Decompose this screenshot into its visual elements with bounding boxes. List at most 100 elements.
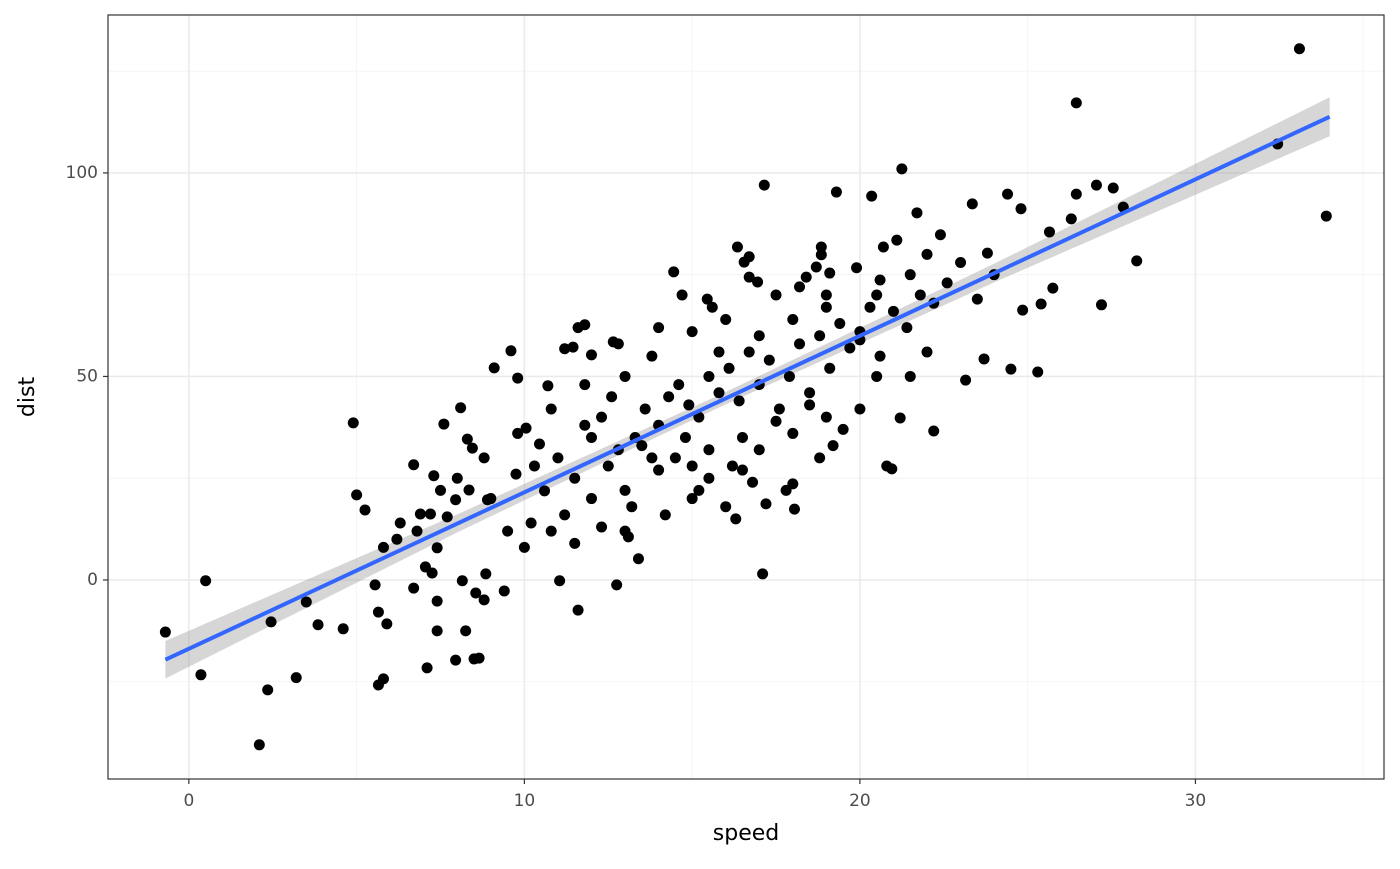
point xyxy=(478,452,490,464)
point xyxy=(559,343,571,355)
point xyxy=(824,267,836,279)
point xyxy=(1095,299,1107,311)
panel-border xyxy=(107,14,1385,780)
point xyxy=(1070,188,1082,200)
point xyxy=(438,418,450,430)
point xyxy=(632,553,644,565)
point xyxy=(200,575,212,587)
point xyxy=(1047,282,1059,294)
point xyxy=(787,313,799,325)
point xyxy=(810,261,822,273)
point xyxy=(347,417,359,429)
point xyxy=(676,289,688,301)
y-tick-label: 100 xyxy=(66,163,98,183)
point xyxy=(723,362,735,374)
point xyxy=(794,338,806,350)
point xyxy=(545,525,557,537)
y-tick-label: 50 xyxy=(76,366,98,386)
point xyxy=(753,330,765,342)
point xyxy=(421,662,433,674)
point xyxy=(844,342,856,354)
point xyxy=(820,411,832,423)
point xyxy=(720,313,732,325)
point xyxy=(552,452,564,464)
point xyxy=(441,511,453,523)
point xyxy=(512,372,524,384)
point xyxy=(1107,182,1119,194)
point xyxy=(720,501,732,513)
point xyxy=(866,190,878,202)
point xyxy=(485,493,497,505)
point xyxy=(554,575,566,587)
point xyxy=(827,440,839,452)
point xyxy=(424,508,436,520)
point xyxy=(726,460,738,472)
point xyxy=(466,442,478,454)
point xyxy=(626,501,638,513)
point xyxy=(512,427,524,439)
point xyxy=(871,370,883,382)
point xyxy=(886,463,898,475)
point xyxy=(921,346,933,358)
point xyxy=(731,241,743,253)
point xyxy=(394,517,406,529)
point xyxy=(747,476,759,488)
point xyxy=(686,326,698,338)
point xyxy=(763,354,775,366)
point xyxy=(686,460,698,472)
point xyxy=(290,672,302,684)
point xyxy=(450,494,462,506)
point xyxy=(510,468,522,480)
point xyxy=(800,271,812,283)
point xyxy=(408,582,420,594)
point xyxy=(488,362,500,374)
point xyxy=(753,444,765,456)
point xyxy=(619,525,631,537)
point xyxy=(359,504,371,516)
point xyxy=(874,274,886,286)
point xyxy=(1032,366,1044,378)
point xyxy=(528,460,540,472)
x-tick-label: 0 xyxy=(183,791,194,811)
point xyxy=(414,508,426,520)
point xyxy=(431,542,443,554)
point xyxy=(736,464,748,476)
point xyxy=(426,567,438,579)
point xyxy=(686,493,698,505)
point xyxy=(606,391,618,403)
fit-line xyxy=(164,114,1331,662)
point xyxy=(579,419,591,431)
point xyxy=(815,241,827,253)
point xyxy=(159,626,171,638)
y-axis-title: dist xyxy=(15,377,40,418)
point xyxy=(337,623,349,635)
point xyxy=(473,652,485,664)
point xyxy=(830,186,842,198)
point xyxy=(612,338,624,350)
point xyxy=(377,673,389,685)
point xyxy=(780,484,792,496)
point xyxy=(713,387,725,399)
point xyxy=(851,262,863,274)
point xyxy=(602,460,614,472)
point xyxy=(757,568,769,580)
point xyxy=(579,379,591,391)
point xyxy=(470,587,482,599)
point xyxy=(262,684,274,696)
point xyxy=(911,207,923,219)
point xyxy=(636,440,648,452)
point xyxy=(646,452,658,464)
point xyxy=(463,484,475,496)
point xyxy=(934,229,946,241)
point xyxy=(904,269,916,281)
point xyxy=(854,403,866,415)
point xyxy=(572,604,584,616)
point xyxy=(1293,43,1305,55)
point xyxy=(891,234,903,246)
point xyxy=(539,485,551,497)
point xyxy=(372,606,384,618)
point xyxy=(498,585,510,597)
point xyxy=(579,319,591,331)
point xyxy=(824,362,836,374)
point xyxy=(874,350,886,362)
